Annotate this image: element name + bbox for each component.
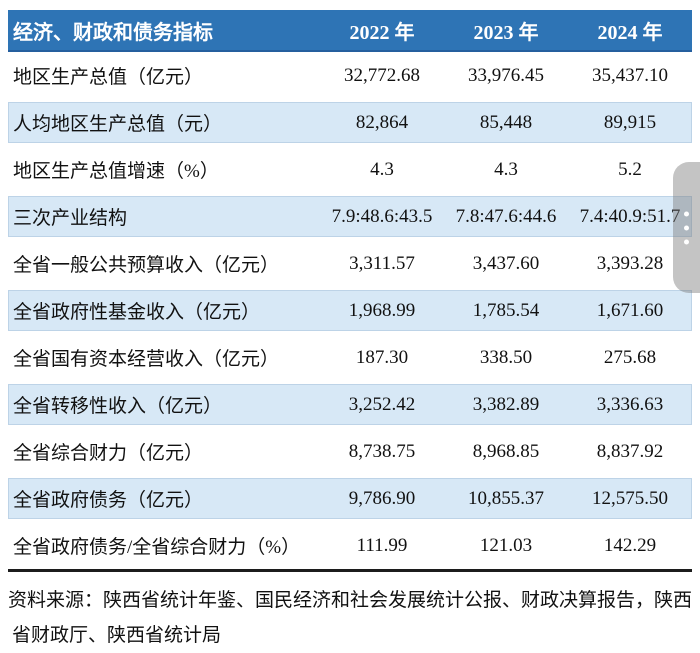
cell-value: 1,671.60: [596, 299, 664, 321]
table-row: 地区生产总值增速（%） 4.3 4.3 5.2: [8, 146, 692, 193]
table-row: 全省政府债务/全省综合财力（%） 111.99 121.03 142.29: [8, 522, 692, 569]
cell-value: 3,393.28: [596, 252, 664, 274]
cell-value: 7.9:48.6:43.5: [331, 205, 433, 227]
row-label: 全省转移性收入（亿元）: [13, 396, 223, 417]
cell-value: 8,968.85: [472, 440, 540, 462]
table-bottom-rule: [8, 569, 692, 572]
dot: [684, 211, 689, 216]
row-label: 全省综合财力（亿元）: [13, 443, 204, 464]
cell-value: 142.29: [603, 534, 657, 556]
indicators-table: 经济、财政和债务指标 2022 年 2023 年 2024 年 地区生产总值（亿…: [8, 10, 692, 653]
header-indicator-column-label: 经济、财政和债务指标: [13, 21, 213, 44]
source-note-line2: 省财政厅、陕西省统计局: [12, 625, 222, 646]
dot: [684, 225, 689, 230]
row-label: 全省国有资本经营收入（亿元）: [13, 349, 280, 370]
cell-value: 4.3: [494, 158, 518, 180]
scroll-handle[interactable]: [673, 162, 700, 293]
row-label: 地区生产总值（亿元）: [13, 67, 204, 88]
header-year-column-2023: 2023 年: [473, 21, 539, 44]
table-row: 三次产业结构 7.9:48.6:43.5 7.8:47.6:44.6 7.4:4…: [8, 193, 692, 240]
cell-value: 3,437.60: [472, 252, 540, 274]
table-row: 地区生产总值（亿元） 32,772.68 33,976.45 35,437.10: [8, 52, 692, 99]
cell-value: 187.30: [355, 346, 409, 368]
row-label: 三次产业结构: [13, 208, 128, 229]
table-header-row: 经济、财政和债务指标 2022 年 2023 年 2024 年: [8, 10, 692, 52]
cell-value: 3,252.42: [348, 393, 416, 415]
row-label: 全省政府债务（亿元）: [13, 490, 204, 511]
cell-value: 7.8:47.6:44.6: [455, 205, 557, 227]
table-body: 地区生产总值（亿元） 32,772.68 33,976.45 35,437.10…: [8, 52, 692, 569]
cell-value: 89,915: [603, 111, 657, 133]
cell-value: 1,785.54: [472, 299, 540, 321]
table-row: 全省政府性基金收入（亿元） 1,968.99 1,785.54 1,671.60: [8, 287, 692, 334]
table-row: 全省国有资本经营收入（亿元） 187.30 338.50 275.68: [8, 334, 692, 381]
table-row: 全省转移性收入（亿元） 3,252.42 3,382.89 3,336.63: [8, 381, 692, 428]
cell-value: 121.03: [479, 534, 533, 556]
row-label: 全省政府性基金收入（亿元）: [13, 302, 261, 323]
row-label: 全省政府债务/全省综合财力（%）: [13, 537, 301, 558]
cell-value: 9,786.90: [348, 487, 416, 509]
cell-value: 85,448: [479, 111, 533, 133]
cell-value: 10,855.37: [468, 487, 544, 509]
header-year-column-2024: 2024 年: [597, 21, 663, 44]
row-label: 地区生产总值增速（%）: [13, 161, 219, 182]
cell-value: 4.3: [370, 158, 394, 180]
table-row: 全省综合财力（亿元） 8,738.75 8,968.85 8,837.92: [8, 428, 692, 475]
row-label: 全省一般公共预算收入（亿元）: [13, 255, 280, 276]
header-year-column-2022: 2022 年: [349, 21, 415, 44]
cell-value: 32,772.68: [344, 64, 420, 86]
dot: [684, 239, 689, 244]
row-label: 人均地区生产总值（元）: [13, 114, 223, 135]
cell-value: 35,437.10: [592, 64, 668, 86]
cell-value: 33,976.45: [468, 64, 544, 86]
cell-value: 3,311.57: [349, 252, 415, 274]
cell-value: 338.50: [479, 346, 533, 368]
cell-value: 1,968.99: [348, 299, 416, 321]
cell-value: 3,336.63: [596, 393, 664, 415]
cell-value: 5.2: [618, 158, 642, 180]
table-row: 全省一般公共预算收入（亿元） 3,311.57 3,437.60 3,393.2…: [8, 240, 692, 287]
cell-value: 275.68: [603, 346, 657, 368]
source-note: 资料来源：陕西省统计年鉴、国民经济和社会发展统计公报、财政决算报告，陕西 省财政…: [8, 583, 692, 653]
cell-value: 111.99: [356, 534, 408, 556]
source-note-line1: 资料来源：陕西省统计年鉴、国民经济和社会发展统计公报、财政决算报告，陕西: [8, 590, 693, 611]
cell-value: 7.4:40.9:51.7: [579, 205, 681, 227]
table-row: 全省政府债务（亿元） 9,786.90 10,855.37 12,575.50: [8, 475, 692, 522]
cell-value: 8,738.75: [348, 440, 416, 462]
table-row: 人均地区生产总值（元） 82,864 85,448 89,915: [8, 99, 692, 146]
drag-dots-icon: [684, 211, 689, 244]
cell-value: 8,837.92: [596, 440, 664, 462]
cell-value: 3,382.89: [472, 393, 540, 415]
cell-value: 82,864: [355, 111, 409, 133]
cell-value: 12,575.50: [592, 487, 668, 509]
